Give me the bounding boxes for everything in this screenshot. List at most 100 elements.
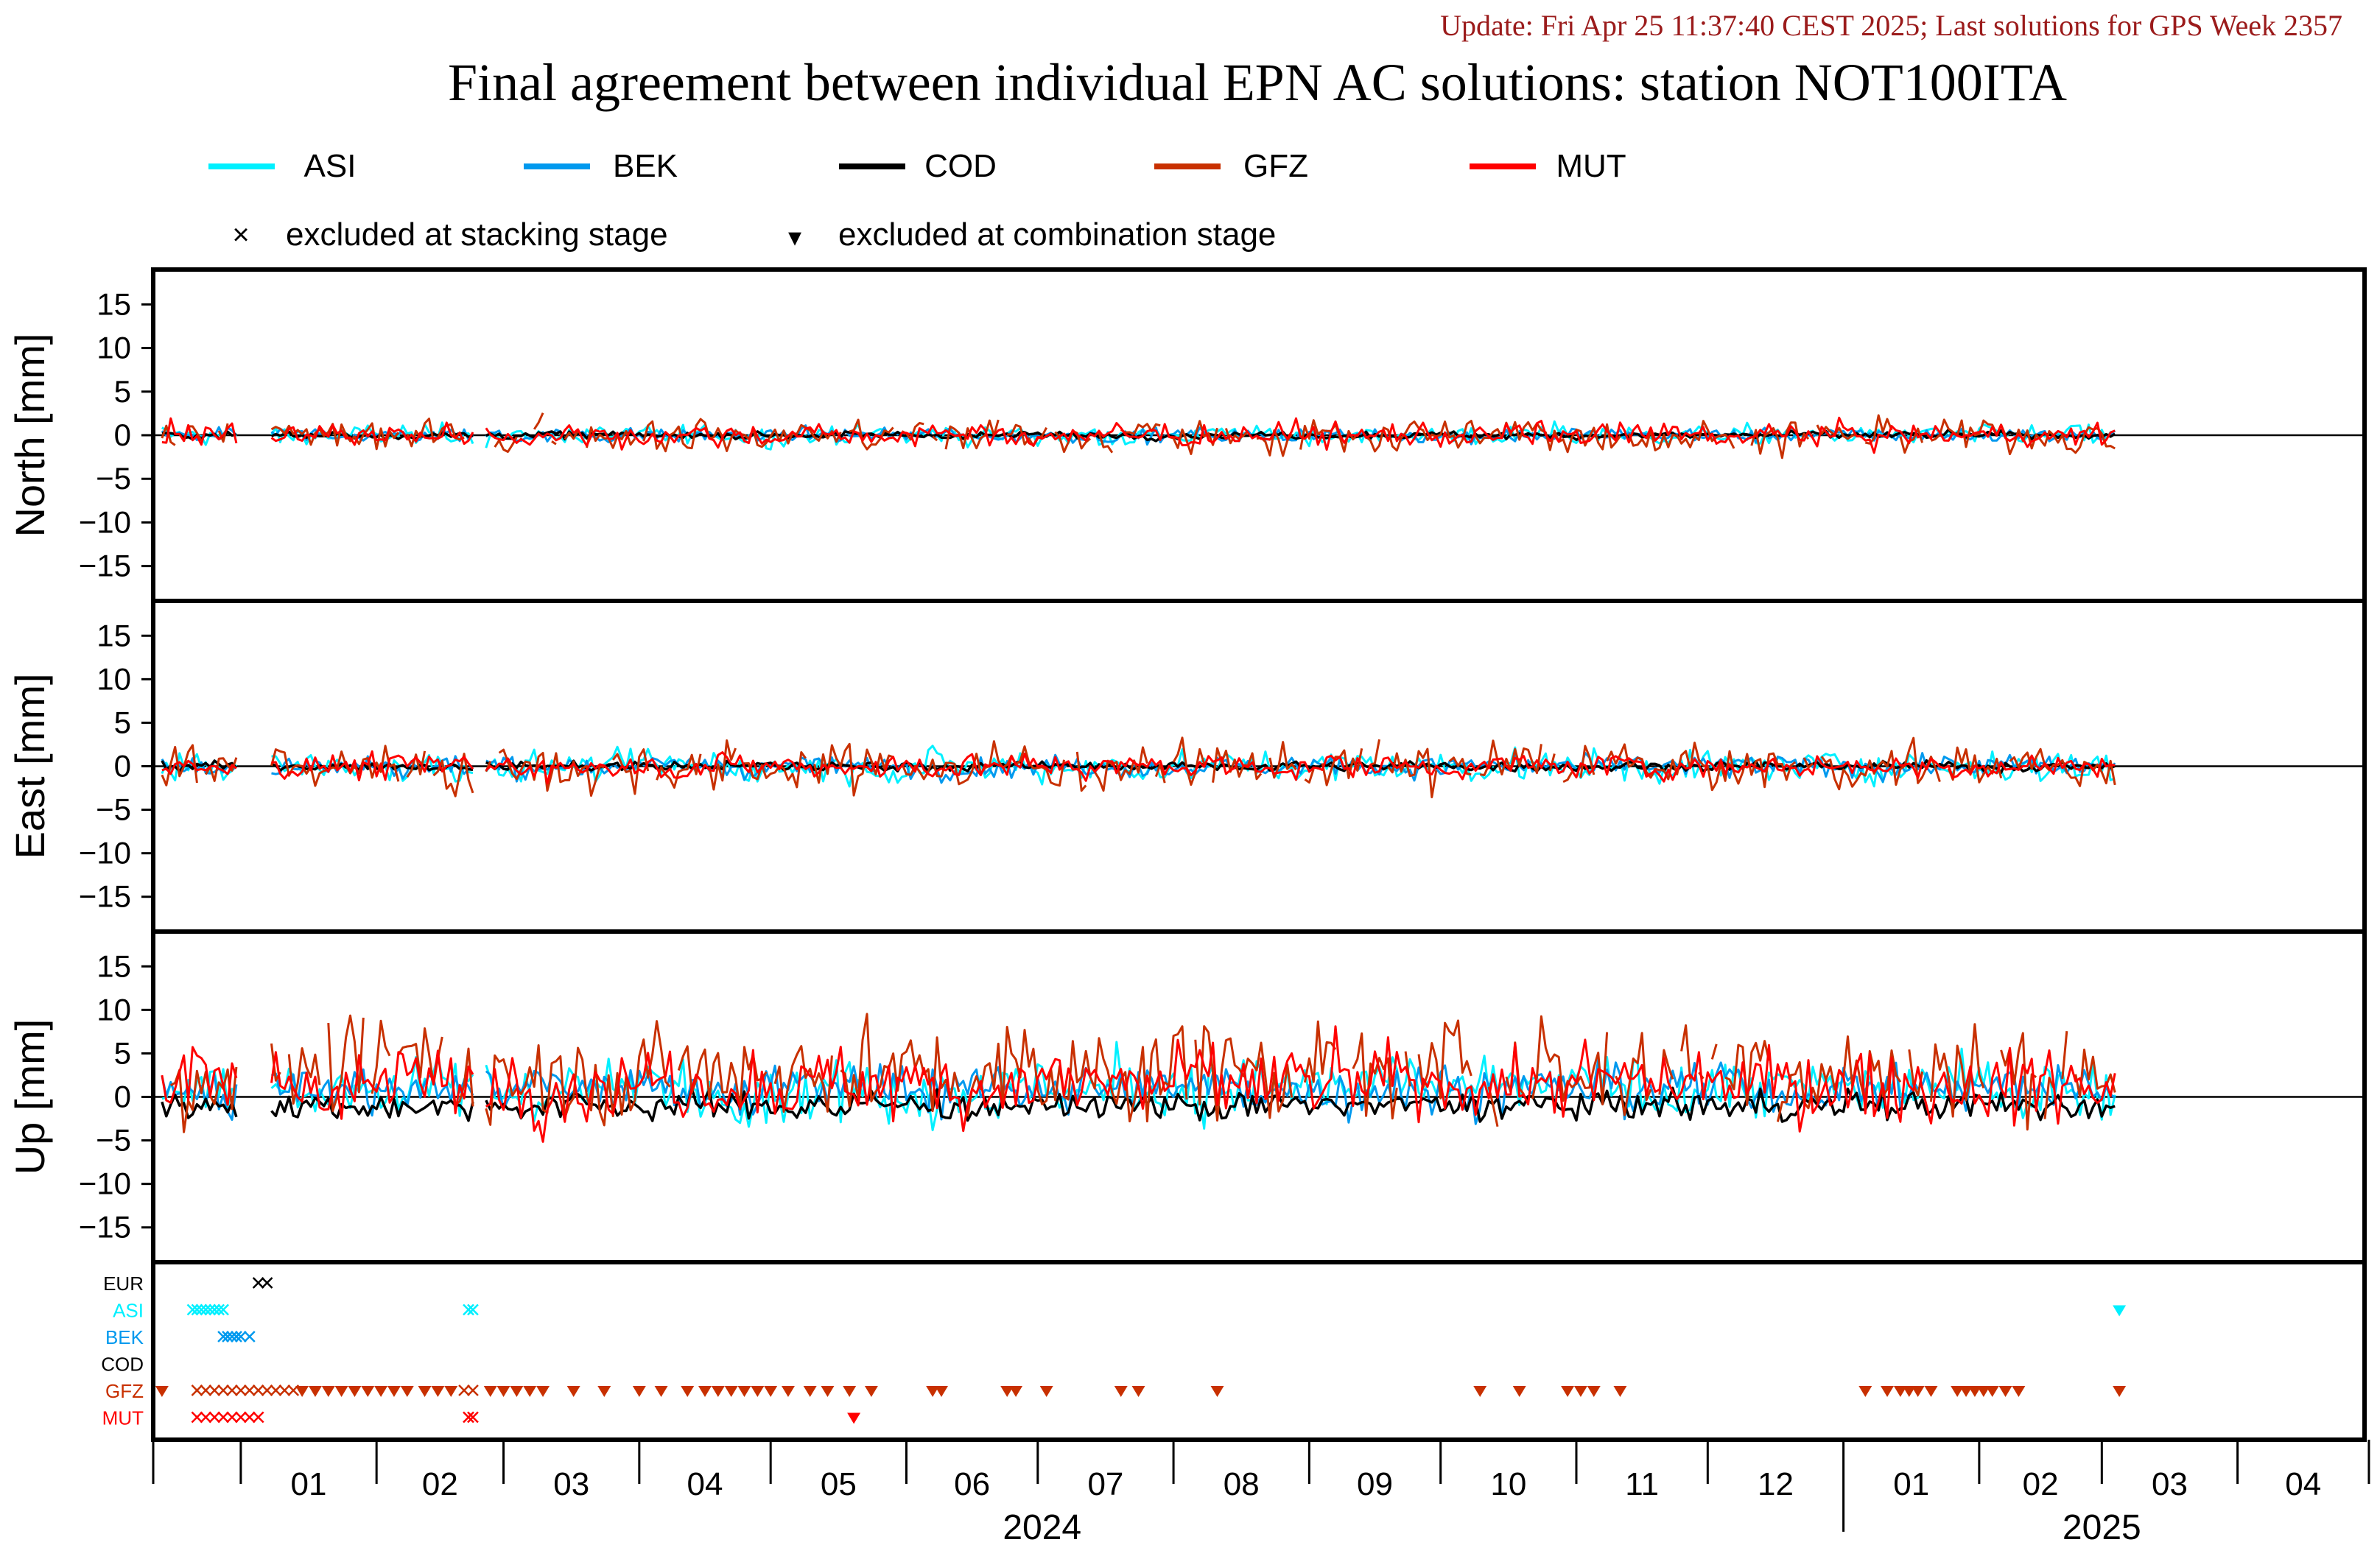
combination-exclusion-mark bbox=[418, 1386, 432, 1397]
y-tick-label: −10 bbox=[79, 1166, 131, 1201]
y-tick-label: 5 bbox=[114, 1035, 131, 1070]
excluded-stacking-label: excluded at stacking stage bbox=[286, 217, 668, 253]
stacking-exclusion-mark bbox=[217, 1411, 229, 1423]
exclusion-row-label: GFZ bbox=[105, 1380, 144, 1402]
series-group bbox=[161, 736, 2116, 798]
excluded-combination-label: excluded at combination stage bbox=[838, 217, 1276, 253]
combination-exclusion-mark bbox=[1951, 1386, 1965, 1397]
stacking-exclusion-mark bbox=[231, 1331, 242, 1342]
combination-exclusion-mark bbox=[523, 1386, 537, 1397]
combination-exclusion-mark bbox=[444, 1386, 458, 1397]
stacking-exclusion-mark bbox=[467, 1303, 479, 1316]
month-label: 03 bbox=[2152, 1466, 2188, 1502]
combination-exclusion-mark bbox=[483, 1386, 497, 1397]
combination-exclusion-mark bbox=[400, 1386, 414, 1397]
y-tick-label: −5 bbox=[96, 461, 131, 496]
month-label: 07 bbox=[1087, 1466, 1123, 1502]
combination-exclusion-mark bbox=[2113, 1305, 2127, 1317]
combination-exclusion-mark bbox=[1039, 1386, 1053, 1397]
stacking-exclusion-mark bbox=[252, 1277, 264, 1289]
stacking-exclusion-mark bbox=[235, 1411, 247, 1423]
stacking-exclusion-mark bbox=[243, 1384, 256, 1396]
stacking-exclusion-mark bbox=[270, 1384, 282, 1396]
combination-exclusion-mark bbox=[711, 1386, 725, 1397]
combination-exclusion-mark bbox=[1587, 1386, 1601, 1397]
legend-label-bek: BEK bbox=[613, 148, 678, 184]
stacking-exclusion-mark bbox=[261, 1277, 273, 1289]
combination-exclusion-mark bbox=[1858, 1386, 1872, 1397]
y-tick-label: 5 bbox=[114, 705, 131, 739]
combination-exclusion-mark bbox=[1967, 1386, 1981, 1397]
stacking-exclusion-mark bbox=[217, 1384, 229, 1396]
combination-exclusion-mark bbox=[510, 1386, 524, 1397]
combination-exclusion-mark bbox=[1131, 1386, 1145, 1397]
y-tick-label: 10 bbox=[96, 331, 131, 365]
y-tick-label: 10 bbox=[96, 992, 131, 1027]
exclusion-row-label: EUR bbox=[103, 1273, 144, 1295]
combination-exclusion-mark bbox=[1924, 1386, 1938, 1397]
combination-exclusion-mark bbox=[1959, 1386, 1973, 1397]
exclusion-row-label: ASI bbox=[113, 1300, 144, 1322]
stacking-exclusion-mark bbox=[467, 1384, 479, 1396]
stacking-exclusion-mark bbox=[191, 1384, 203, 1396]
month-label: 02 bbox=[2023, 1466, 2059, 1502]
exclusion-row-label: COD bbox=[101, 1354, 144, 1376]
y-tick-label: −5 bbox=[96, 1123, 131, 1158]
month-label: 02 bbox=[422, 1466, 458, 1502]
y-axis-label: North [mm] bbox=[7, 334, 53, 538]
month-label: 11 bbox=[1625, 1466, 1659, 1502]
panels: −15 −10 −5 0 5 10 15 North [mm] −15 −10 −5 0 5 10 15 Ea… bbox=[7, 267, 2367, 1264]
year-label: 2025 bbox=[2063, 1508, 2141, 1545]
combination-exclusion-mark bbox=[1976, 1386, 1990, 1397]
month-label: 05 bbox=[821, 1466, 857, 1502]
stacking-exclusion-mark bbox=[463, 1303, 474, 1316]
stacking-exclusion-mark bbox=[200, 1384, 212, 1396]
series-line-gfz bbox=[161, 736, 2116, 798]
y-axis-label: East [mm] bbox=[7, 673, 53, 859]
stacking-exclusion-mark bbox=[208, 1303, 221, 1316]
combination-exclusion-mark bbox=[2113, 1386, 2127, 1397]
combination-exclusion-mark bbox=[724, 1386, 738, 1397]
combination-exclusion-mark bbox=[926, 1386, 940, 1397]
combination-exclusion-mark bbox=[387, 1386, 401, 1397]
combination-exclusion-mark bbox=[737, 1386, 751, 1397]
stacking-exclusion-mark bbox=[278, 1384, 291, 1396]
stacking-exclusion-mark bbox=[463, 1411, 474, 1423]
combination-exclusion-mark bbox=[1000, 1386, 1014, 1397]
month-label: 06 bbox=[954, 1466, 990, 1502]
combination-exclusion-mark bbox=[935, 1386, 949, 1397]
y-axis-label: Up [mm] bbox=[7, 1019, 53, 1175]
combination-exclusion-mark bbox=[1902, 1386, 1916, 1397]
y-tick-label: 0 bbox=[114, 418, 131, 452]
combination-exclusion-mark bbox=[821, 1386, 835, 1397]
series-line-gfz bbox=[170, 1013, 2116, 1133]
stacking-exclusion-mark bbox=[217, 1303, 229, 1316]
chart-title: Final agreement between individual EPN A… bbox=[448, 53, 2067, 112]
y-tick-label: 0 bbox=[114, 1080, 131, 1114]
combination-exclusion-mark bbox=[1613, 1386, 1627, 1397]
combination-exclusion-mark bbox=[698, 1386, 712, 1397]
y-tick-label: −15 bbox=[79, 549, 131, 583]
series-line-mut bbox=[161, 416, 2116, 454]
combination-exclusion-mark bbox=[597, 1386, 611, 1397]
combination-exclusion-mark bbox=[751, 1386, 765, 1397]
stacking-exclusion-mark bbox=[208, 1384, 221, 1396]
legend: ASI BEK COD GFZ MUT × excluded at stacking sta… bbox=[208, 148, 1626, 253]
exclusion-row-label: MUT bbox=[102, 1407, 144, 1429]
stacking-exclusion-mark bbox=[191, 1303, 203, 1316]
month-label: 08 bbox=[1224, 1466, 1260, 1502]
combination-exclusion-mark bbox=[536, 1386, 550, 1397]
combination-exclusion-mark bbox=[348, 1386, 362, 1397]
month-label: 09 bbox=[1357, 1466, 1393, 1502]
combination-exclusion-mark bbox=[361, 1386, 375, 1397]
update-text: Update: Fri Apr 25 11:37:40 CEST 2025; L… bbox=[1440, 9, 2342, 42]
combination-exclusion-mark bbox=[1911, 1386, 1925, 1397]
stacking-exclusion-mark bbox=[204, 1303, 217, 1316]
stacking-exclusion-mark bbox=[226, 1411, 238, 1423]
combination-exclusion-mark bbox=[1985, 1386, 1999, 1397]
stacking-exclusion-mark bbox=[208, 1411, 221, 1423]
legend-label-asi: ASI bbox=[304, 148, 357, 184]
stacking-exclusion-mark bbox=[243, 1411, 256, 1423]
combination-exclusion-mark bbox=[681, 1386, 695, 1397]
